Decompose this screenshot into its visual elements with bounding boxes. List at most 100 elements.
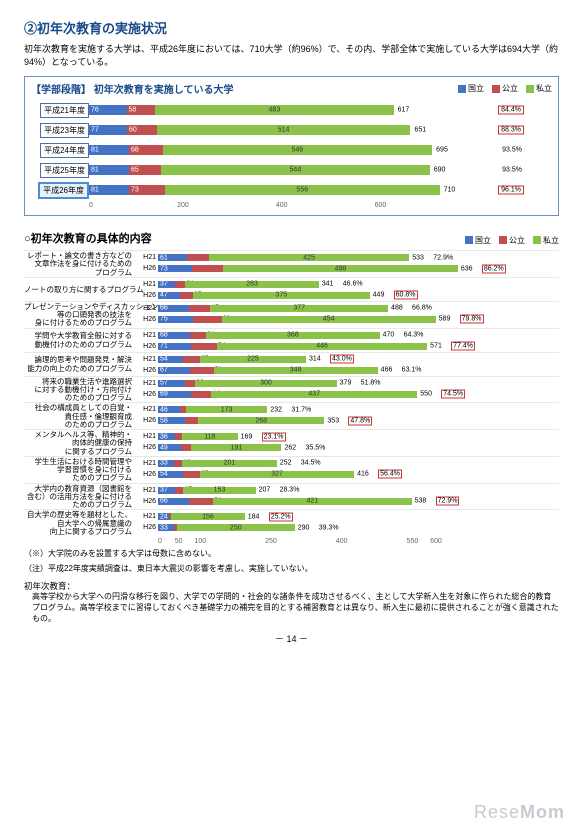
- segment: 27: [180, 292, 193, 299]
- bar: 8165544: [89, 165, 484, 175]
- total-label: 232: [270, 406, 282, 413]
- percent-label: 60.8%: [394, 291, 418, 300]
- segment: 17: [175, 487, 183, 494]
- percent-label: 39.3%: [319, 524, 339, 531]
- category-label: プログラム: [24, 269, 136, 277]
- segment: 46: [158, 406, 180, 413]
- chart2-row: H2633725029039.3%: [136, 522, 559, 533]
- chart1-container: 【学部段階】 初年次教育を実施している大学 国立 公立 私立 平成21年度765…: [24, 76, 559, 216]
- segment: 225: [200, 356, 306, 363]
- segment: 514: [157, 125, 411, 135]
- total-label: 207: [259, 487, 271, 494]
- page: ②初年次教育の実施状況 初年次教育を実施する大学は、平成26年度においては、71…: [0, 0, 583, 825]
- segment: 61: [158, 254, 187, 261]
- year-label: H21: [136, 487, 158, 494]
- segment: 15: [175, 433, 182, 440]
- total-label: 710: [444, 187, 456, 194]
- chart2-container: ○初年次教育の具体的内容 国立 公立 私立 レポート・論文の書き方などの文章作法…: [24, 230, 559, 545]
- chart2-row: H21372128334146.6%: [136, 279, 559, 290]
- percent-label: 31.7%: [291, 406, 311, 413]
- legend-swatch-private: [526, 85, 534, 93]
- segment: 21: [175, 281, 185, 288]
- segment: 81: [89, 165, 129, 175]
- chart2-group: 自大学の歴史等を題材とした、自大学への帰属意識の向上に関するプログラムH2124…: [24, 509, 559, 536]
- bar: 4727375: [158, 292, 488, 299]
- year-label: H26: [136, 292, 158, 299]
- percent-label: 51.8%: [361, 380, 381, 387]
- segment: 81: [89, 185, 129, 195]
- chart2-group: ノートの取り方に関するプログラムH21372128334146.6%H26472…: [24, 277, 559, 301]
- chart2-group: 将来の職業生活や進路選択に対する動機付け・方向付けのためのプログラムH21572…: [24, 376, 559, 403]
- chart1-legend: 国立 公立 私立: [458, 83, 552, 94]
- segment: 22: [181, 444, 191, 451]
- percent-label: 93.5%: [500, 167, 524, 174]
- percent-label: 79.8%: [460, 315, 484, 324]
- segment: 437: [211, 391, 417, 398]
- total-label: 466: [381, 367, 393, 374]
- chart2-group: 社会の構成員としての自覚・責任感・倫理観育成のためのプログラムH21461317…: [24, 402, 559, 429]
- chart2-row: H21614742553372.9%: [136, 252, 559, 263]
- chart1-row: 平成25年度816554469093.5%: [31, 160, 552, 180]
- chart2-legend: 国立 公立 私立: [465, 235, 559, 246]
- percent-label: 72.9%: [433, 254, 453, 261]
- segment: 51: [189, 498, 213, 505]
- watermark: ReseMom: [474, 802, 565, 823]
- total-label: 184: [248, 513, 260, 520]
- chart2-row: H21371715320728.3%: [136, 485, 559, 496]
- percent-label: 35.5%: [306, 444, 326, 451]
- total-label: 651: [414, 127, 426, 134]
- chart1-bars: 平成21年度765848361784.4%平成23年度776051465188.…: [31, 100, 552, 200]
- chart2-row: H26756045458979.8%: [136, 314, 559, 325]
- chart1-row: 平成26年度817355671096.1%: [31, 180, 552, 200]
- segment: 454: [222, 316, 436, 323]
- segment: 49: [158, 444, 181, 451]
- chart2-group: メンタルヘルス等、精神的・肉体的健康の保持に関するプログラムH213615118…: [24, 429, 559, 456]
- year-label: H21: [136, 380, 158, 387]
- total-label: 695: [436, 147, 448, 154]
- segment: 327: [200, 471, 354, 478]
- bar: 6645377: [158, 305, 488, 312]
- segment: 66: [158, 305, 189, 312]
- chart2-row: H21331820125234.5%: [136, 458, 559, 469]
- year-label: 平成23年度: [40, 123, 89, 138]
- segment: 35: [183, 356, 200, 363]
- chart2-row: H21664537748866.8%: [136, 303, 559, 314]
- bar: 5827268: [158, 417, 488, 424]
- segment: 33: [158, 460, 174, 467]
- percent-label: 64.3%: [404, 332, 424, 339]
- bar: 244156: [158, 513, 488, 520]
- total-label: 617: [398, 107, 410, 114]
- category-label: 能力の向上のためのプログラム: [24, 365, 136, 373]
- segment: 71: [158, 343, 191, 350]
- segment: 27: [185, 417, 198, 424]
- total-label: 379: [340, 380, 352, 387]
- year-label: H21: [136, 406, 158, 413]
- total-label: 690: [434, 167, 446, 174]
- segment: 69: [158, 391, 191, 398]
- chart2-row: H26492219126235.5%: [136, 442, 559, 453]
- total-label: 314: [309, 356, 321, 363]
- total-label: 589: [439, 316, 451, 323]
- bar: 7365498: [158, 265, 488, 272]
- chart2-row: H21543522531443.0%: [136, 354, 559, 365]
- chart2-group: レポート・論文の書き方などの文章作法を身に付けるためのプログラムH2161474…: [24, 250, 559, 277]
- year-label: H26: [136, 265, 158, 272]
- year-label: H21: [136, 433, 158, 440]
- segment: 348: [214, 367, 378, 374]
- segment: 37: [158, 281, 175, 288]
- segment: 54: [158, 356, 183, 363]
- chart2-row: H26675134846663.1%: [136, 365, 559, 376]
- percent-label: 47.8%: [348, 416, 372, 425]
- segment: 60: [127, 125, 157, 135]
- percent-label: 34.5%: [301, 460, 321, 467]
- chart1-title: 【学部段階】 初年次教育を実施している大学: [31, 81, 233, 96]
- total-label: 169: [241, 433, 253, 440]
- year-label: H26: [136, 391, 158, 398]
- category-label: ためのプログラム: [24, 501, 136, 509]
- segment: 201: [182, 460, 277, 467]
- total-label: 290: [298, 524, 310, 531]
- definition-body: 高等学校から大学への円滑な移行を図り、大学での学問的・社会的な諸条件を成功させる…: [32, 592, 559, 624]
- page-number: － 14 －: [24, 632, 559, 645]
- percent-label: 23.1%: [262, 432, 286, 441]
- year-label: H21: [136, 513, 158, 520]
